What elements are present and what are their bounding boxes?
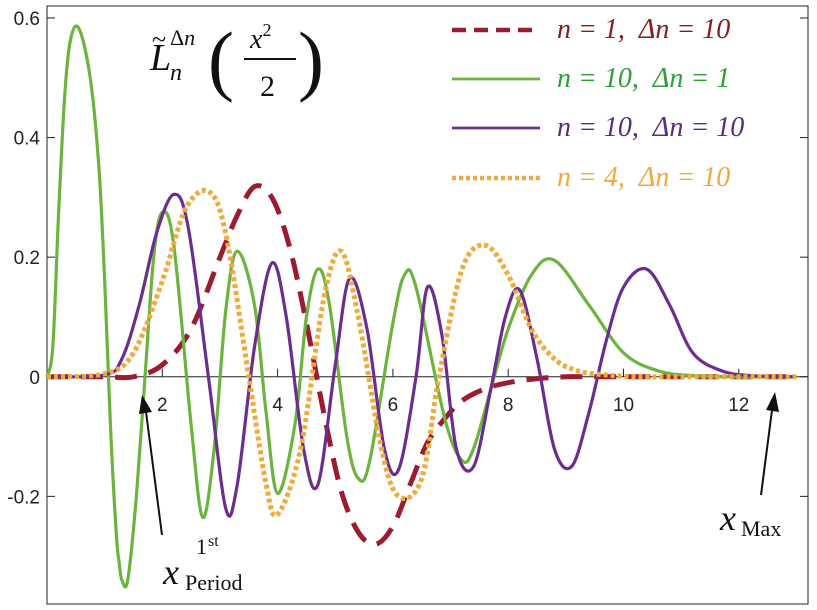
y-tick-label: 0.4 [14, 129, 41, 150]
y-tick-label: -0.2 [7, 487, 40, 508]
series-line-2 [45, 24, 797, 589]
x-tick-label: 10 [613, 395, 634, 416]
legend-label: n = 10, Δn = 10 [557, 112, 744, 143]
legend: n = 1, Δn = 10 n = 10, Δn = 1 n = 10, Δn = 10… [452, 14, 744, 193]
annotation-sub-period: Period [185, 570, 242, 595]
annotation-arrow-line [145, 411, 163, 536]
y-tick-label: 0.2 [14, 248, 40, 269]
x-tick-label: 4 [272, 395, 283, 416]
y-tick-label: 0 [29, 368, 40, 389]
annotation-sup-1: 1 [196, 534, 207, 559]
annotation-x-first-period-label: x [162, 552, 179, 592]
y-tick-label: 0.6 [14, 9, 40, 30]
title-num: x2 [249, 20, 271, 55]
title-den: 2 [260, 70, 275, 103]
arrow-head-icon [766, 392, 779, 412]
title-sup-delta-n: Δn [170, 25, 195, 50]
arrow-head-icon [139, 395, 152, 414]
annotation-x-max: x Max [719, 392, 781, 541]
annotation-sub-max: Max [741, 516, 781, 541]
x-tick-label: 2 [157, 395, 168, 416]
legend-label: n = 10, Δn = 1 [557, 63, 730, 94]
title-left-paren: ( [208, 16, 234, 103]
axes: 2 4 6 8 10 12 -0.2 0 0.2 0.4 0.6 [7, 9, 808, 508]
legend-label: n = 1, Δn = 10 [557, 14, 730, 45]
series-line-1 [46, 183, 797, 547]
x-tick-label: 12 [728, 395, 749, 416]
title-sub-n: n [170, 60, 182, 86]
annotation-sup-st: st [208, 533, 219, 550]
title-tilde: ~ [152, 25, 166, 54]
series-line-4 [46, 187, 797, 519]
legend-label: n = 4, Δn = 10 [557, 162, 730, 193]
annotation-arrow-line [760, 409, 773, 496]
x-tick-label: 6 [388, 395, 399, 416]
chart-title: L ~ n Δn ( x2 2 ) [149, 16, 324, 103]
title-L: L [149, 37, 171, 79]
x-tick-label: 8 [503, 395, 514, 416]
title-right-paren: ) [298, 16, 324, 103]
annotation-x-first-period: x 1 st Period [139, 395, 242, 595]
series-layer [45, 24, 797, 589]
plot-frame [46, 5, 809, 605]
annotation-x-max-label: x [719, 498, 736, 538]
series-line-3 [46, 192, 797, 518]
